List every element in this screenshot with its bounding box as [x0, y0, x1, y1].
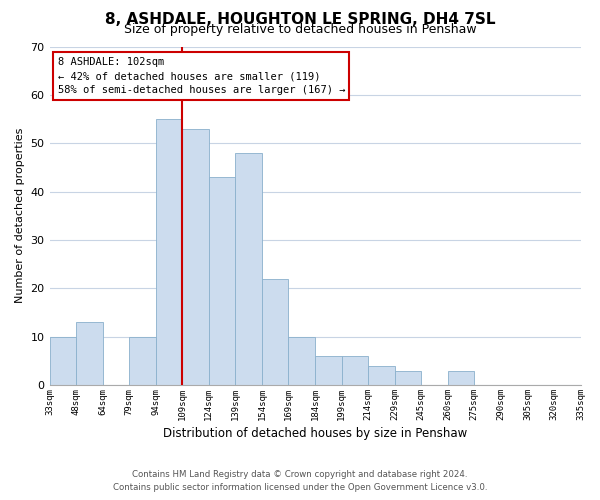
- Bar: [448, 370, 475, 385]
- Bar: [395, 370, 421, 385]
- X-axis label: Distribution of detached houses by size in Penshaw: Distribution of detached houses by size …: [163, 427, 467, 440]
- Text: Size of property relative to detached houses in Penshaw: Size of property relative to detached ho…: [124, 23, 476, 36]
- Bar: [76, 322, 103, 385]
- Bar: [235, 153, 262, 385]
- Bar: [156, 119, 182, 385]
- Bar: [129, 336, 156, 385]
- Bar: [262, 278, 289, 385]
- Bar: [209, 177, 235, 385]
- Text: Contains HM Land Registry data © Crown copyright and database right 2024.
Contai: Contains HM Land Registry data © Crown c…: [113, 470, 487, 492]
- Bar: [341, 356, 368, 385]
- Y-axis label: Number of detached properties: Number of detached properties: [15, 128, 25, 304]
- Bar: [289, 336, 315, 385]
- Bar: [50, 336, 76, 385]
- Text: 8, ASHDALE, HOUGHTON LE SPRING, DH4 7SL: 8, ASHDALE, HOUGHTON LE SPRING, DH4 7SL: [105, 12, 495, 26]
- Bar: [368, 366, 395, 385]
- Text: 8 ASHDALE: 102sqm
← 42% of detached houses are smaller (119)
58% of semi-detache: 8 ASHDALE: 102sqm ← 42% of detached hous…: [58, 56, 345, 96]
- Bar: [182, 128, 209, 385]
- Bar: [315, 356, 341, 385]
